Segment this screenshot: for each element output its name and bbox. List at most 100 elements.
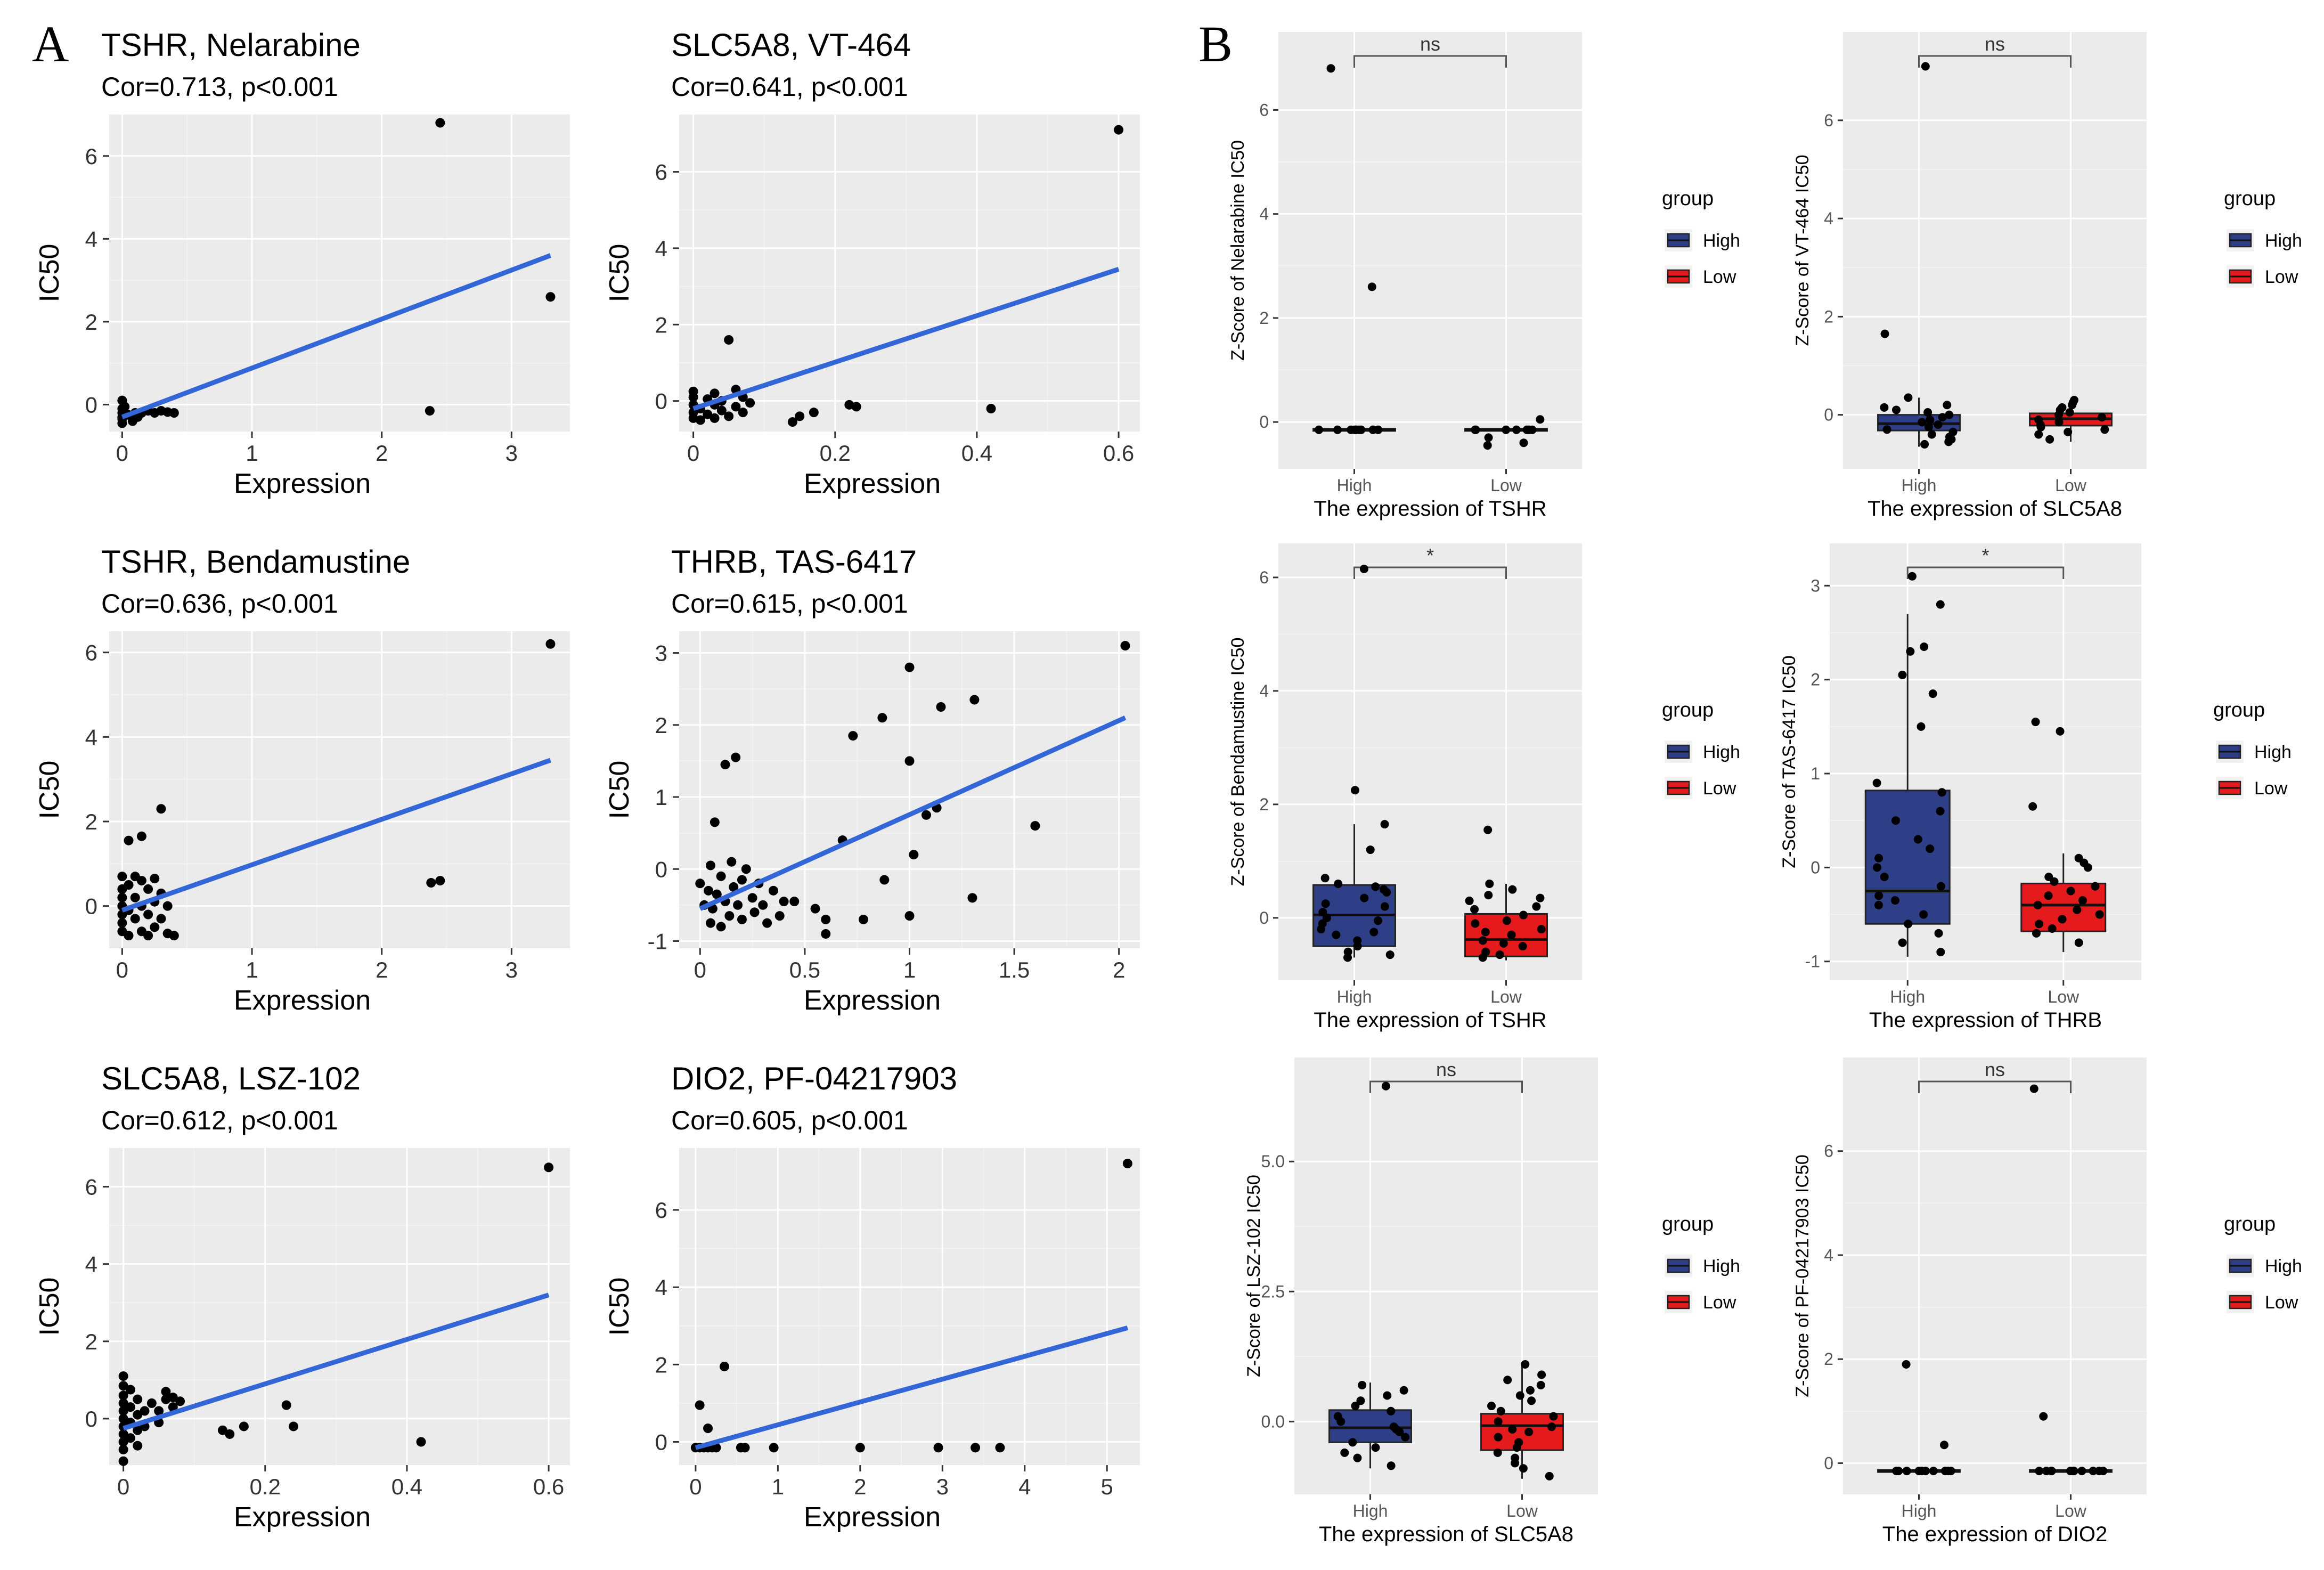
- y-axis-label: IC50: [604, 244, 635, 303]
- data-point: [143, 931, 153, 941]
- x-tick-label: High: [1902, 476, 1937, 495]
- jitter-point: [1399, 1386, 1408, 1395]
- y-tick-label: 0: [85, 894, 97, 919]
- jitter-point: [1470, 905, 1479, 914]
- data-point: [848, 731, 858, 741]
- x-tick-label: 1: [903, 957, 916, 982]
- jitter-point: [1526, 1386, 1535, 1395]
- data-point: [716, 922, 726, 932]
- legend-label-high: High: [2254, 742, 2292, 762]
- x-tick-label: Low: [1490, 476, 1522, 495]
- jitter-point: [1547, 1422, 1556, 1431]
- jitter-point: [1938, 413, 1947, 422]
- data-point: [705, 860, 715, 871]
- y-tick-label: 6: [1824, 1142, 1833, 1161]
- data-point: [909, 850, 919, 860]
- data-point: [239, 1421, 249, 1431]
- jitter-point: [1317, 925, 1326, 934]
- legend-label-low: Low: [1703, 267, 1736, 287]
- x-axis-label: Expression: [234, 985, 371, 1016]
- x-axis-label: The expression of SLC5A8: [1868, 497, 2122, 520]
- data-point: [704, 885, 714, 896]
- data-point: [695, 878, 705, 889]
- y-tick-label: 4: [1824, 209, 1833, 228]
- x-tick-label: Low: [2055, 476, 2087, 495]
- jitter-point: [1369, 928, 1379, 937]
- data-point: [281, 1400, 291, 1410]
- data-point: [130, 914, 140, 924]
- jitter-point: [1499, 939, 1508, 948]
- y-axis-label: Z-Score of PF-04217903 IC50: [1792, 1154, 1813, 1397]
- x-tick-label: 0: [116, 957, 128, 982]
- data-point: [136, 876, 146, 886]
- data-point: [117, 892, 127, 902]
- jitter-point: [2028, 802, 2037, 811]
- data-point: [967, 893, 977, 903]
- significance-label: *: [1426, 544, 1434, 566]
- y-tick-label: 4: [1259, 681, 1269, 701]
- significance-bracket: [1353, 566, 1507, 579]
- jitter-point: [1385, 950, 1395, 959]
- jitter-point: [1937, 788, 1946, 797]
- data-point: [125, 1402, 135, 1412]
- jitter-point: [1371, 1443, 1380, 1452]
- jitter-point: [1502, 425, 1511, 434]
- data-point: [118, 1429, 128, 1439]
- jitter-point: [2050, 877, 2059, 886]
- legend-label-high: High: [1703, 231, 1740, 251]
- jitter-point: [1387, 1461, 1396, 1470]
- data-point: [136, 831, 146, 841]
- y-tick-label: 0: [1259, 908, 1269, 928]
- jitter-point: [1926, 844, 1935, 853]
- charts-container: TSHR, Nelarabine Cor=0.713, p<0.001 0 1 2 3 0 2…: [34, 27, 2302, 1546]
- data-point: [795, 411, 805, 421]
- jitter-point: [1936, 807, 1945, 816]
- jitter-point: [2054, 410, 2063, 419]
- legend-label-high: High: [1703, 742, 1740, 762]
- data-point: [859, 914, 868, 924]
- y-tick-label: 4: [85, 226, 97, 251]
- y-tick-label: 6: [85, 144, 97, 169]
- y-tick-label: 0: [85, 1406, 97, 1431]
- jitter-point: [1890, 896, 1899, 905]
- jitter-point: [1508, 885, 1517, 894]
- legend-label-high: High: [2265, 1256, 2302, 1276]
- jitter-point: [2091, 882, 2100, 891]
- legend-title: group: [1662, 1213, 1714, 1235]
- jitter-point: [1493, 1448, 1502, 1457]
- jitter-point: [2031, 718, 2040, 727]
- jitter-point: [1471, 919, 1480, 928]
- data-point: [118, 1444, 128, 1454]
- data-point: [118, 1456, 128, 1466]
- y-tick-label: 2: [1259, 308, 1269, 328]
- data-point: [118, 1371, 128, 1381]
- data-point: [435, 118, 445, 128]
- jitter-point: [1917, 722, 1926, 731]
- jitter-point: [1511, 1459, 1520, 1468]
- y-tick-label: 2: [1824, 1349, 1833, 1369]
- jitter-point: [1945, 410, 1954, 419]
- data-point: [724, 411, 734, 421]
- jitter-point: [1904, 920, 1913, 929]
- y-axis-label: IC50: [604, 761, 635, 819]
- data-point: [127, 416, 137, 426]
- jitter-point: [1332, 930, 1341, 939]
- x-tick-label: 0: [116, 441, 128, 466]
- y-tick-label: -1: [1805, 952, 1820, 971]
- y-tick-label: 6: [85, 640, 97, 665]
- data-point: [749, 907, 760, 917]
- data-point: [688, 392, 698, 402]
- y-tick-label: 6: [655, 1198, 667, 1223]
- jitter-point: [1366, 845, 1375, 855]
- y-tick-label: 2: [655, 1352, 667, 1377]
- x-tick-label: 3: [936, 1474, 949, 1499]
- jitter-point: [1936, 600, 1945, 609]
- jitter-point: [1913, 835, 1922, 844]
- data-point: [435, 876, 445, 886]
- data-point: [118, 1406, 128, 1416]
- data-point: [118, 1398, 128, 1408]
- data-point: [879, 875, 890, 885]
- legend-label-high: High: [2265, 231, 2302, 251]
- jitter-point: [2089, 1467, 2098, 1476]
- data-point: [705, 918, 715, 928]
